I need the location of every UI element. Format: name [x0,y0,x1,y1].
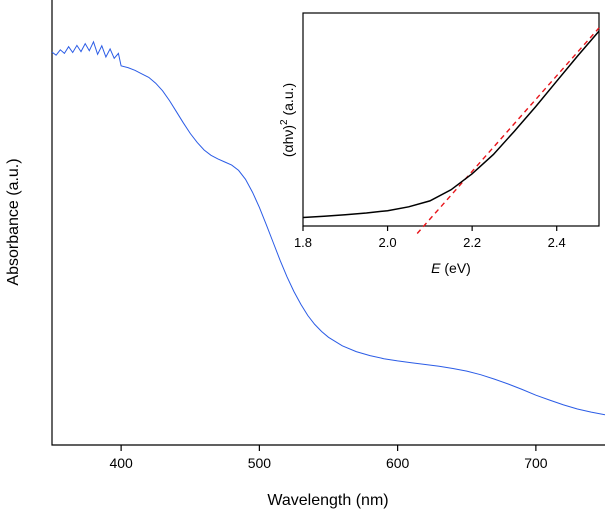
main-x-tick-label: 400 [109,455,133,471]
main-x-tick-label: 700 [524,455,548,471]
main-plot-frame [51,0,605,446]
inset-x-ticks: 1.8 2.0 2.2 2.4 [294,226,566,250]
inset-x-tick-label: 2.0 [379,235,397,250]
inset-chart: 1.8 2.0 2.2 2.4 E (eV) (αhν)2 (a.u.) [279,12,600,276]
main-x-tick-label: 500 [248,455,272,471]
main-y-axis-title: Absorbance (a.u.) [5,158,22,285]
tauc-plot-line [302,30,600,219]
inset-y-axis-title: (αhν)2 (a.u.) [279,83,296,157]
inset-x-axis-title: E (eV) [431,260,471,276]
main-x-tick-label: 600 [386,455,410,471]
inset-x-tick-label: 1.8 [294,235,312,250]
inset-plot-frame [302,12,600,227]
main-x-ticks: 400 500 600 700 [109,445,548,471]
absorbance-line [51,40,605,416]
inset-x-tick-label: 2.4 [548,235,566,250]
main-x-axis-title: Wavelength (nm) [267,492,388,509]
main-chart: 400 500 600 700 Wavelength (nm) Absorbance … [5,0,605,509]
inset-x-tick-label: 2.2 [463,235,481,250]
linear-fit-line [416,27,600,234]
